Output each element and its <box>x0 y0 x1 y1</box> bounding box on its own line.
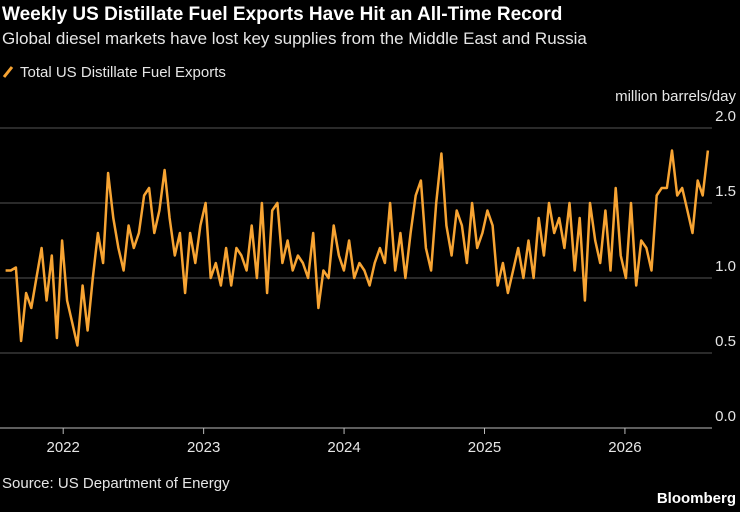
legend-swatch <box>2 66 14 78</box>
y-tick-label: 0.0 <box>715 408 736 425</box>
x-tick-label: 2023 <box>187 439 220 456</box>
x-tick-label: 2022 <box>47 439 80 456</box>
y-axis-label: million barrels/day <box>615 88 736 105</box>
brand: Bloomberg <box>657 490 736 507</box>
chart-subtitle: Global diesel markets have lost key supp… <box>2 29 587 48</box>
y-tick-label: 1.5 <box>715 183 736 200</box>
y-tick-label: 1.0 <box>715 258 736 275</box>
legend-label: Total US Distillate Fuel Exports <box>20 64 226 81</box>
data-line <box>5 149 710 347</box>
x-tick-label: 2026 <box>608 439 641 456</box>
x-tick-label: 2025 <box>468 439 501 456</box>
chart-title: Weekly US Distillate Fuel Exports Have H… <box>2 4 562 25</box>
source: Source: US Department of Energy <box>2 475 230 492</box>
x-tick-label: 2024 <box>327 439 360 456</box>
y-tick-label: 0.5 <box>715 333 736 350</box>
y-tick-label: 2.0 <box>715 108 736 125</box>
